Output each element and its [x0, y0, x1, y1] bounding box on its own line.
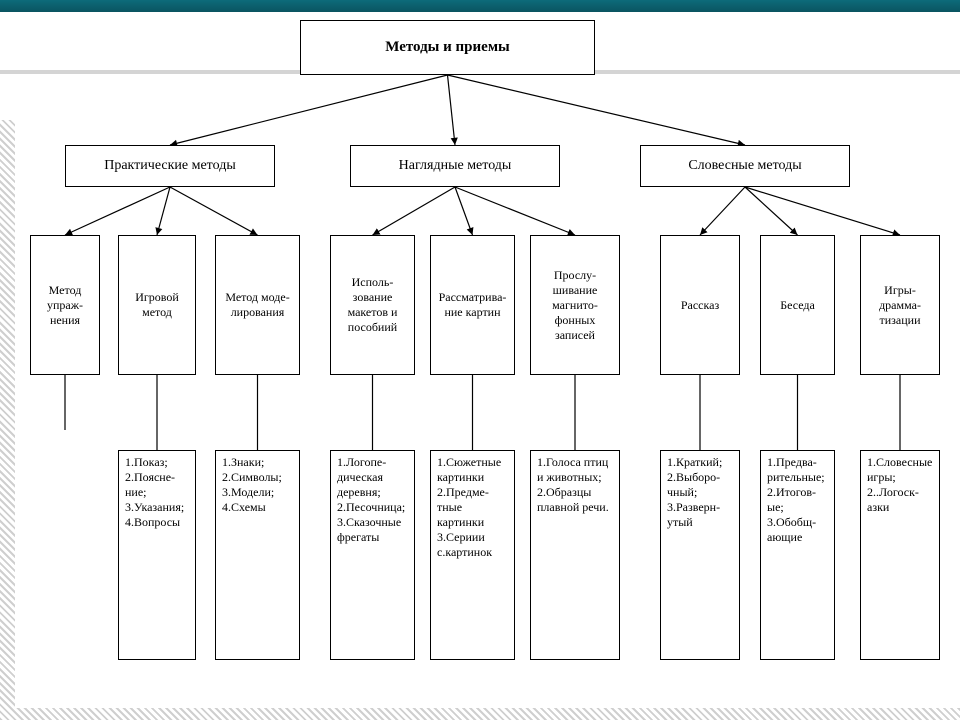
detail-drama: 1.Словес­ные игры; 2..Логоск­азки — [860, 450, 940, 660]
category-visual: Наглядные методы — [350, 145, 560, 187]
leaf-label: Игры-драмма­тизации — [867, 283, 933, 328]
detail-gameplay: 1.Показ; 2.Поясне­ние; 3.Указа­ния; 4.Во… — [118, 450, 196, 660]
decor-header-bar — [0, 0, 960, 12]
detail-story: 1.Кратки­й; 2.Выборо­чный; 3.Разверн­уты… — [660, 450, 740, 660]
leaf-label: Игро­вой метод — [125, 290, 189, 320]
root-node: Методы и приемы — [300, 20, 595, 75]
leaf-modeling: Метод моде­лирова­ния — [215, 235, 300, 375]
leaf-label: Беседа — [780, 298, 815, 313]
detail-modeling: 1.Знаки; 2.Симво­лы; 3.Моде­ли; 4.Схемы — [215, 450, 300, 660]
leaf-label: Исполь­зование макетов и посо­биий — [337, 275, 408, 335]
leaf-label: Рассказ — [681, 298, 719, 313]
detail-talk: 1.Предва­рительны­е; 2.Итогов­ые; 3.Обоб… — [760, 450, 835, 660]
category-verbal: Словесные методы — [640, 145, 850, 187]
category-label: Наглядные методы — [399, 158, 512, 174]
detail-text: 1.Сюжет­ные картинки 2.Предме­тные карти… — [437, 455, 508, 560]
category-practical: Практические методы — [65, 145, 275, 187]
detail-text: 1.Голоса птиц и живот­ных; 2.Образ­цы пл… — [537, 455, 613, 515]
category-label: Словесные методы — [688, 158, 801, 174]
leaf-label: Рассмат­рива­ние картин — [437, 290, 508, 320]
leaf-drama: Игры-драмма­тизации — [860, 235, 940, 375]
leaf-mockups: Исполь­зование макетов и посо­биий — [330, 235, 415, 375]
detail-text: 1.Логопе­дическая деревня; 2.Песочн­ица;… — [337, 455, 408, 545]
leaf-label: Метод моде­лирова­ния — [222, 290, 293, 320]
leaf-label: Метод упраж­нения — [37, 283, 93, 328]
detail-text: 1.Кратки­й; 2.Выборо­чный; 3.Разверн­уты… — [667, 455, 733, 530]
leaf-pictures: Рассмат­рива­ние картин — [430, 235, 515, 375]
leaf-talk: Беседа — [760, 235, 835, 375]
leaf-gameplay: Игро­вой метод — [118, 235, 196, 375]
leaf-exercises: Метод упраж­нения — [30, 235, 100, 375]
root-label: Методы и приемы — [385, 39, 510, 56]
decor-hatch-left — [0, 120, 15, 720]
category-label: Практические методы — [104, 158, 236, 174]
leaf-story: Рассказ — [660, 235, 740, 375]
detail-text: 1.Показ; 2.Поясне­ние; 3.Указа­ния; 4.Во… — [125, 455, 189, 530]
leaf-listening: Прослу­шивание магнито­фонных записей — [530, 235, 620, 375]
detail-text: 1.Словес­ные игры; 2..Логоск­азки — [867, 455, 933, 515]
detail-text: 1.Знаки; 2.Симво­лы; 3.Моде­ли; 4.Схемы — [222, 455, 282, 515]
decor-hatch-bottom — [0, 708, 960, 720]
leaf-label: Прослу­шивание магнито­фонных записей — [537, 268, 613, 343]
detail-mockups: 1.Логопе­дическая деревня; 2.Песочн­ица;… — [330, 450, 415, 660]
detail-text: 1.Предва­рительны­е; 2.Итогов­ые; 3.Обоб… — [767, 455, 828, 545]
detail-pictures: 1.Сюжет­ные картинки 2.Предме­тные карти… — [430, 450, 515, 660]
detail-listening: 1.Голоса птиц и живот­ных; 2.Образ­цы пл… — [530, 450, 620, 660]
